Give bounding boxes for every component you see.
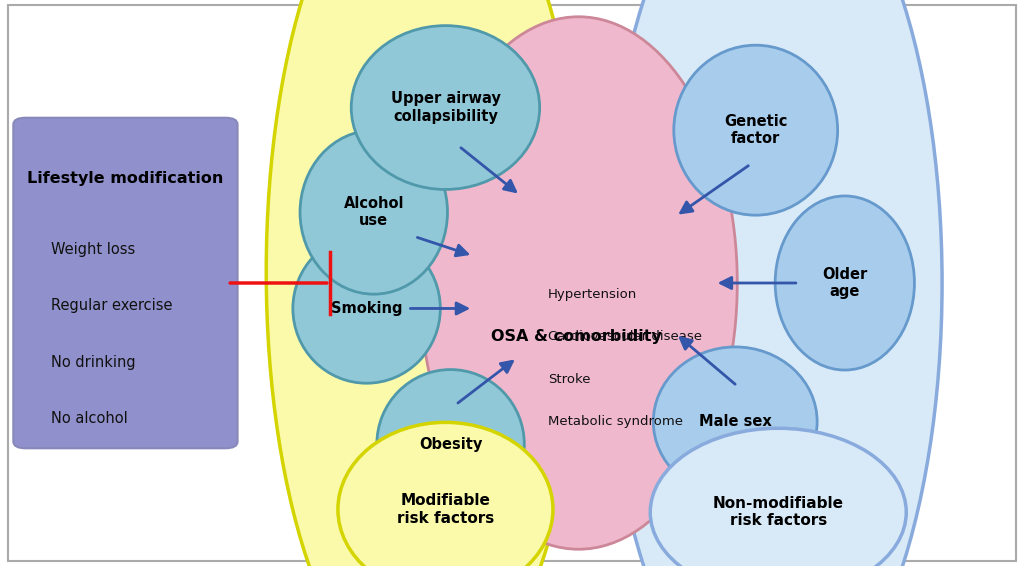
Text: Lifestyle modification: Lifestyle modification — [28, 171, 223, 186]
Text: Male sex: Male sex — [698, 414, 772, 429]
Text: OSA & comorbidity: OSA & comorbidity — [492, 329, 662, 344]
Text: Cardiovascular disease: Cardiovascular disease — [548, 331, 701, 343]
Ellipse shape — [674, 45, 838, 215]
Ellipse shape — [377, 370, 524, 519]
FancyBboxPatch shape — [13, 118, 238, 448]
Text: Stroke: Stroke — [548, 373, 591, 385]
Ellipse shape — [351, 25, 540, 190]
Text: Alcohol
use: Alcohol use — [343, 196, 404, 229]
Ellipse shape — [775, 196, 914, 370]
Text: Weight loss: Weight loss — [51, 242, 135, 256]
Ellipse shape — [604, 0, 942, 566]
Text: No drinking: No drinking — [51, 355, 136, 370]
Text: Non-modifiable
risk factors: Non-modifiable risk factors — [713, 496, 844, 529]
Text: Regular exercise: Regular exercise — [51, 298, 173, 313]
Text: Genetic
factor: Genetic factor — [724, 114, 787, 147]
Text: Upper airway
collapsibility: Upper airway collapsibility — [390, 91, 501, 124]
Ellipse shape — [300, 130, 447, 294]
Text: Modifiable
risk factors: Modifiable risk factors — [397, 493, 494, 526]
Text: Metabolic syndrome: Metabolic syndrome — [548, 415, 683, 428]
Ellipse shape — [293, 234, 440, 383]
Ellipse shape — [266, 0, 584, 566]
Text: Smoking: Smoking — [331, 301, 402, 316]
Text: Older
age: Older age — [822, 267, 867, 299]
Text: Obesity: Obesity — [419, 437, 482, 452]
Text: No alcohol: No alcohol — [51, 411, 128, 426]
Ellipse shape — [420, 17, 737, 549]
Ellipse shape — [338, 422, 553, 566]
Text: Hypertension: Hypertension — [548, 288, 637, 301]
Ellipse shape — [653, 347, 817, 496]
Ellipse shape — [650, 428, 906, 566]
